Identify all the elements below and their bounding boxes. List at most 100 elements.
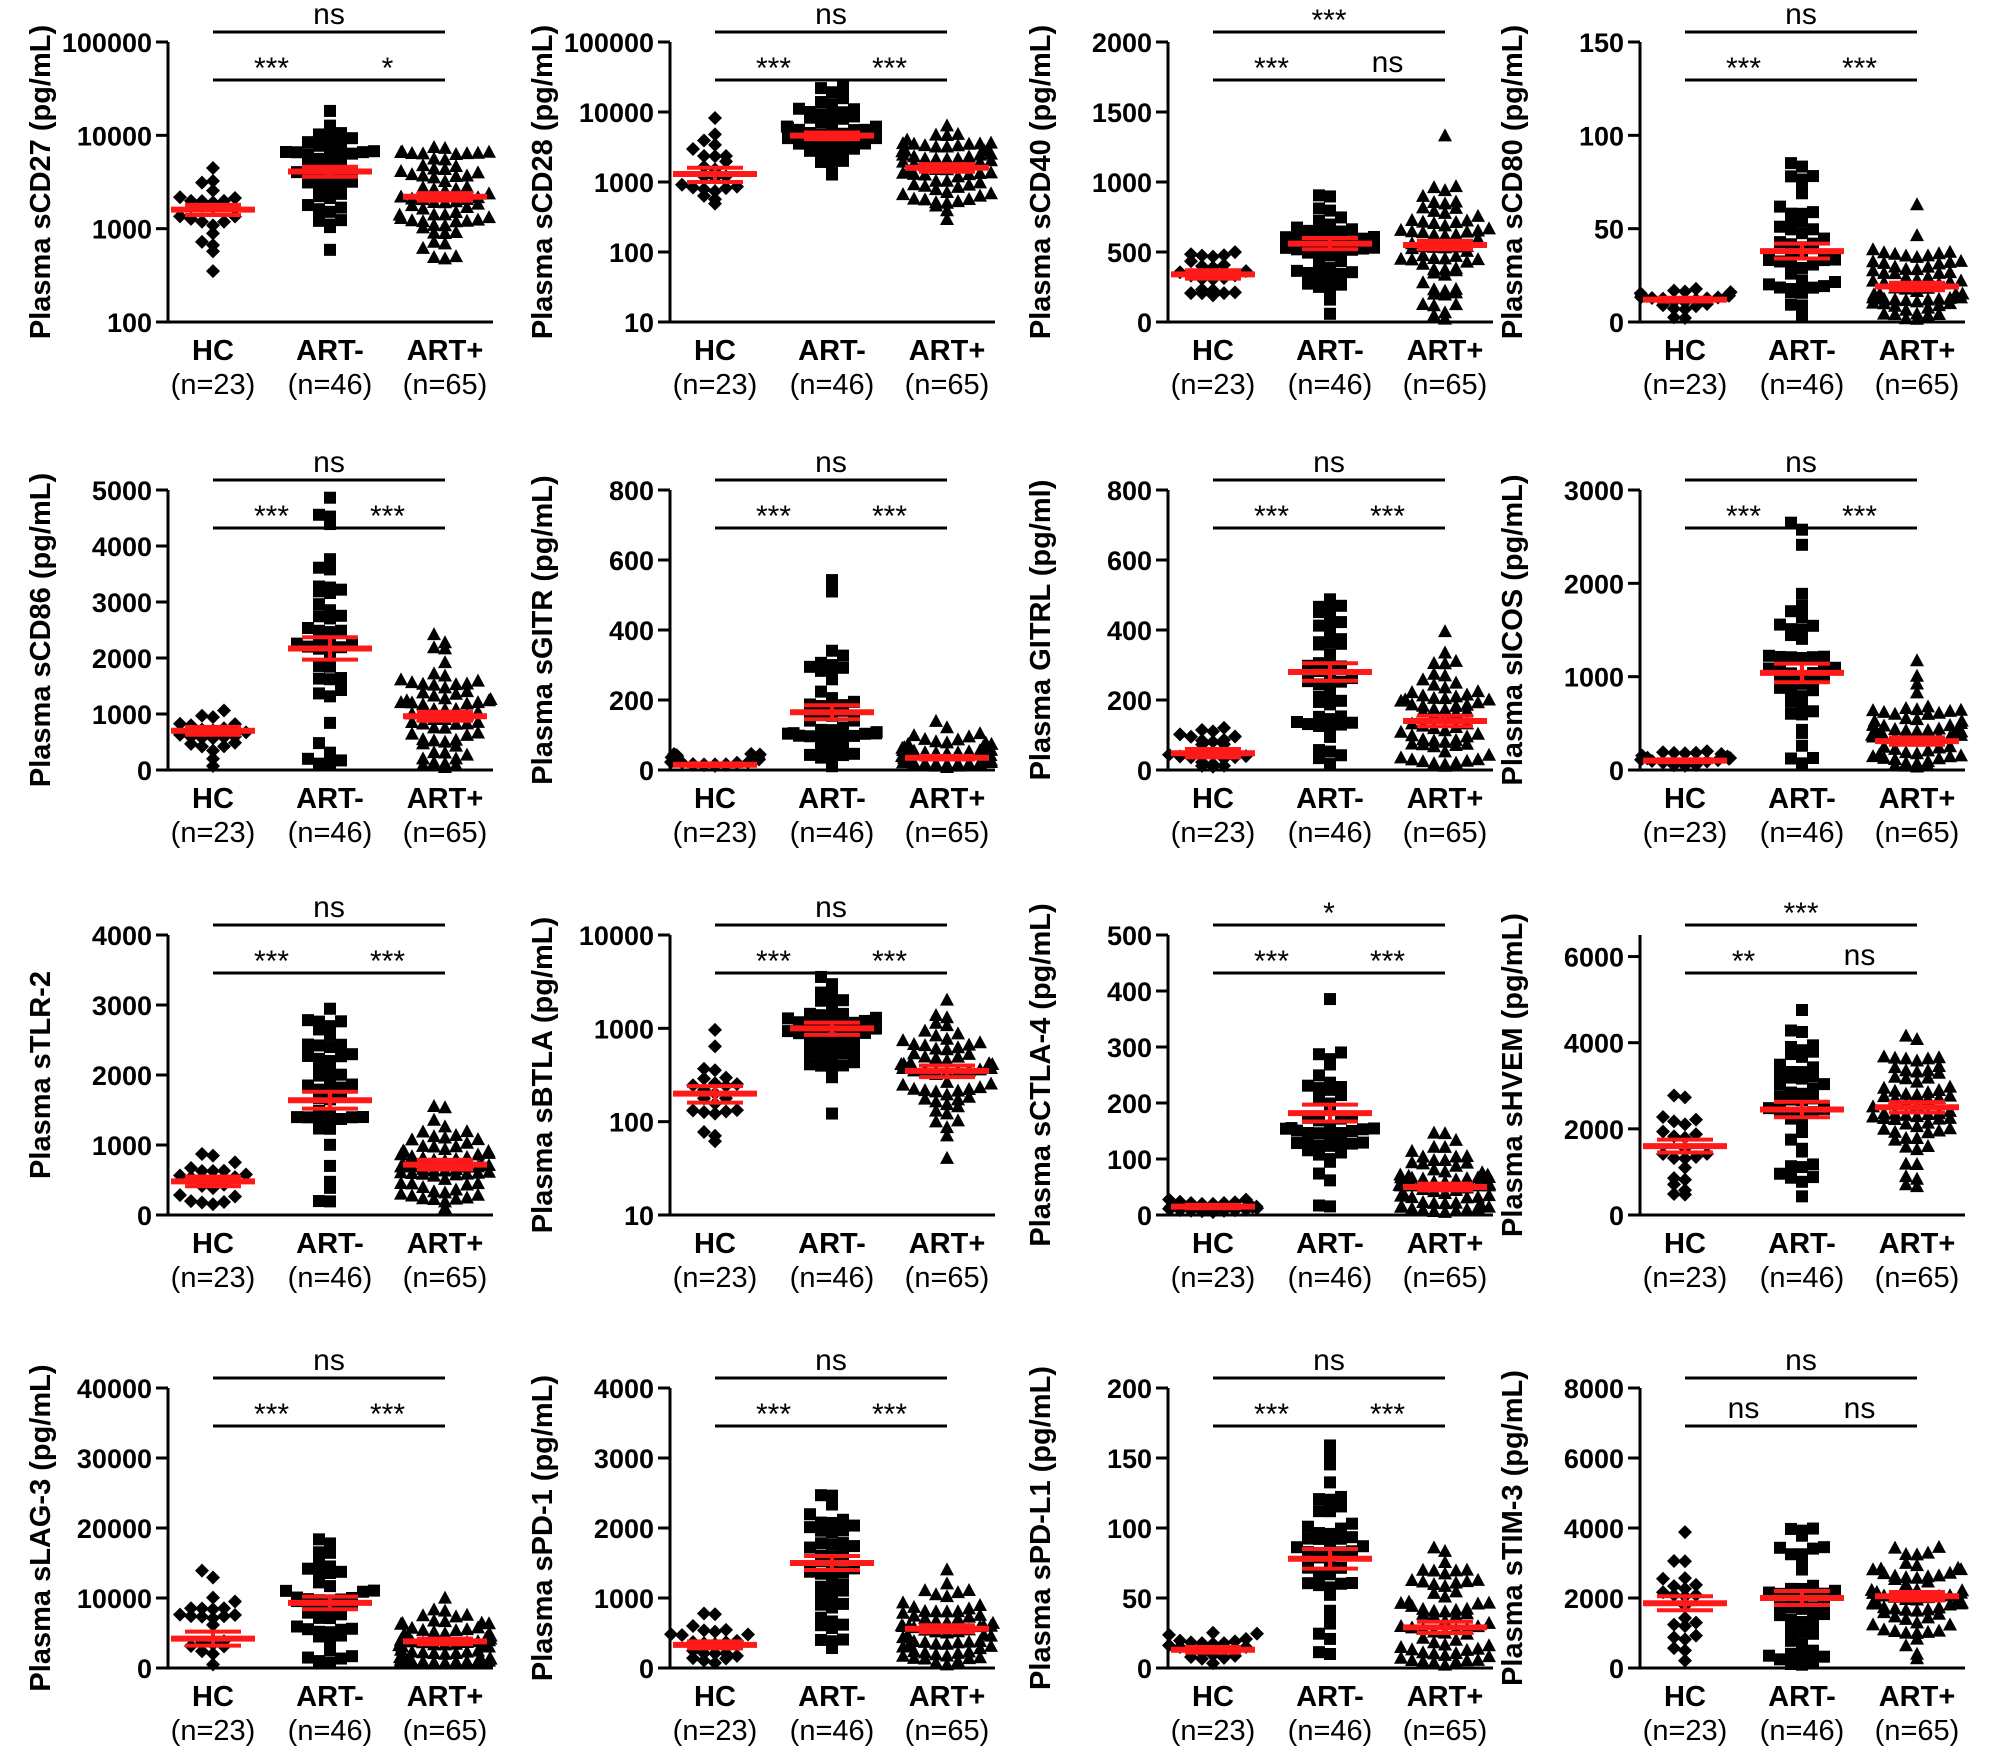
data-point — [1313, 225, 1325, 238]
data-point — [1405, 1573, 1419, 1587]
data-point — [1438, 196, 1452, 210]
data-point — [1932, 1050, 1946, 1064]
data-point — [1313, 1127, 1325, 1140]
data-point — [1471, 1641, 1485, 1655]
data-point — [1335, 616, 1347, 629]
data-point — [1785, 1024, 1797, 1037]
data-point — [1796, 523, 1808, 536]
data-point — [324, 119, 336, 132]
data-point — [1217, 720, 1231, 735]
data-point — [313, 128, 325, 141]
group-count: (n=46) — [790, 369, 875, 401]
data-point — [973, 726, 987, 740]
data-point — [335, 1050, 347, 1063]
data-point — [826, 1538, 838, 1551]
data-point — [1877, 1106, 1891, 1120]
data-point — [1449, 1563, 1463, 1577]
data-point — [837, 1524, 849, 1537]
data-point — [1899, 1130, 1913, 1144]
data-point — [1324, 993, 1336, 1006]
data-point — [1195, 282, 1209, 297]
data-point — [324, 563, 336, 576]
data-point — [1888, 1623, 1902, 1637]
data-point — [1313, 189, 1325, 202]
data-point — [907, 1081, 921, 1095]
data-point — [206, 1570, 220, 1585]
data-point — [1910, 1179, 1924, 1193]
data-point — [324, 1580, 336, 1593]
data-point — [815, 1009, 827, 1022]
data-point — [1899, 723, 1913, 737]
data-point — [1449, 194, 1463, 208]
data-point — [1416, 1156, 1430, 1170]
data-point — [1438, 1589, 1452, 1603]
data-point — [416, 1191, 430, 1205]
data-point — [396, 1143, 411, 1157]
data-point — [416, 697, 430, 711]
data-point — [962, 149, 976, 163]
data-point — [438, 668, 452, 682]
significance-label: ns — [1313, 446, 1345, 479]
data-point — [1785, 1634, 1797, 1647]
data-point — [1807, 223, 1819, 236]
data-point — [1818, 1650, 1830, 1663]
data-point — [460, 684, 474, 698]
data-point — [1807, 1522, 1819, 1535]
data-point — [1357, 1540, 1369, 1553]
data-point — [1438, 183, 1452, 197]
data-point — [1438, 702, 1452, 716]
data-point — [929, 734, 943, 748]
data-point — [837, 1537, 849, 1550]
data-point — [368, 145, 380, 158]
data-point — [1217, 248, 1231, 263]
data-point — [1460, 213, 1474, 227]
data-point — [1667, 1114, 1681, 1129]
data-point — [1796, 309, 1808, 322]
data-point — [1899, 311, 1913, 325]
data-point — [708, 127, 722, 142]
data-point — [228, 1594, 242, 1609]
y-tick-label: 0 — [1137, 1201, 1152, 1231]
data-point — [460, 179, 474, 193]
data-point — [1910, 1109, 1924, 1123]
data-point — [1866, 273, 1880, 287]
data-point — [1932, 306, 1946, 320]
data-point — [1324, 613, 1336, 626]
data-point — [1449, 248, 1463, 262]
y-tick-label: 100000 — [62, 28, 152, 58]
y-tick-label: 0 — [1609, 308, 1624, 338]
group-count: (n=23) — [673, 1262, 758, 1294]
data-point — [1723, 285, 1738, 300]
data-point — [1774, 618, 1786, 631]
data-point — [1427, 1125, 1441, 1139]
group-count: (n=23) — [673, 369, 758, 401]
data-point — [438, 173, 452, 187]
data-point — [1872, 286, 1887, 300]
data-point — [1888, 266, 1902, 280]
data-point — [1427, 1540, 1441, 1554]
y-tick-label: 2000 — [92, 644, 152, 674]
data-point — [848, 729, 860, 742]
data-point — [815, 735, 827, 748]
data-point — [1335, 1577, 1347, 1590]
data-point — [397, 1626, 412, 1640]
data-point — [1324, 1493, 1336, 1506]
data-point — [313, 687, 325, 700]
group-label: ART+ — [1407, 1228, 1484, 1260]
data-point — [483, 692, 498, 706]
data-point — [804, 1521, 816, 1534]
data-point — [302, 1079, 314, 1092]
data-point — [918, 1083, 932, 1097]
y-tick-label: 100 — [1107, 1514, 1152, 1544]
data-point — [1888, 1132, 1902, 1146]
y-tick-label: 50 — [1594, 215, 1624, 245]
data-point — [1689, 1615, 1703, 1630]
data-point — [1324, 758, 1336, 771]
data-point — [1796, 723, 1808, 736]
data-point — [985, 1615, 1000, 1629]
data-point — [1785, 1066, 1797, 1079]
data-point — [815, 1489, 827, 1502]
data-point — [1206, 283, 1220, 298]
group-count: (n=23) — [171, 817, 256, 849]
